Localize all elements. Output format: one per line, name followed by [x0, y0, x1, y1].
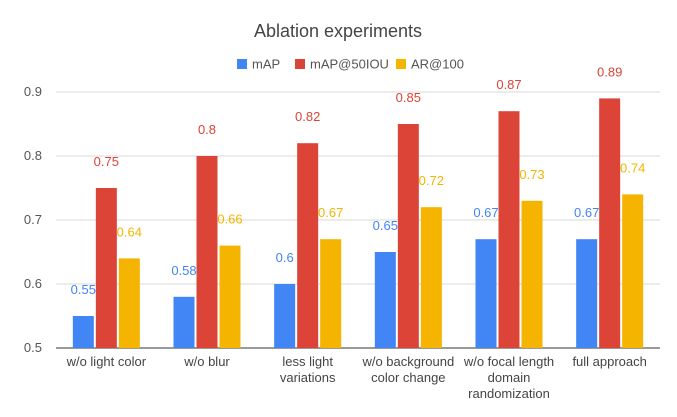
category-label: w/o focal length domain randomization	[463, 354, 554, 401]
bar	[420, 207, 442, 348]
bar	[475, 239, 497, 348]
bar	[374, 252, 396, 348]
bar	[219, 245, 241, 348]
category-label: w/o background color change	[361, 354, 454, 385]
bar	[397, 124, 419, 348]
legend-label: mAP	[252, 57, 280, 72]
data-label: 0.65	[373, 218, 398, 233]
bar	[173, 296, 195, 348]
y-tick-label: 0.8	[24, 148, 42, 163]
legend-label: mAP@50IOU	[310, 57, 389, 72]
data-label: 0.74	[620, 160, 645, 175]
bar	[498, 111, 520, 348]
category-label: less light variations	[280, 354, 336, 385]
data-label: 0.87	[496, 77, 521, 92]
legend: mAP mAP@50IOU AR@100	[237, 57, 464, 72]
data-label: 0.73	[519, 167, 544, 182]
bar	[72, 316, 94, 348]
data-label: 0.75	[94, 154, 119, 169]
legend-swatch	[295, 59, 305, 69]
category-label: full approach	[572, 354, 646, 369]
bar	[521, 200, 543, 348]
data-label: 0.6	[276, 250, 294, 265]
data-label: 0.8	[198, 122, 216, 137]
data-label: 0.67	[473, 205, 498, 220]
data-label: 0.58	[171, 263, 196, 278]
data-label: 0.55	[71, 282, 96, 297]
data-label: 0.67	[574, 205, 599, 220]
data-label: 0.85	[396, 90, 421, 105]
data-label: 0.89	[597, 64, 622, 79]
category-label: w/o light color	[66, 354, 147, 369]
y-tick-label: 0.6	[24, 276, 42, 291]
bar	[622, 194, 644, 348]
legend-label: AR@100	[411, 57, 464, 72]
data-label: 0.72	[419, 173, 444, 188]
bar	[320, 239, 342, 348]
y-tick-label: 0.5	[24, 340, 42, 355]
data-label: 0.64	[117, 224, 142, 239]
data-label: 0.67	[318, 205, 343, 220]
bar	[599, 98, 621, 349]
y-tick-label: 0.7	[24, 212, 42, 227]
bar	[196, 156, 218, 348]
category-label: w/o blur	[183, 354, 230, 369]
bar	[274, 284, 296, 348]
bars	[72, 98, 644, 349]
chart-title: Ablation experiments	[254, 21, 422, 41]
data-labels: 0.55 0.75 0.64 0.58 0.8 0.66 0.6 0.82 0.67 0.65 0.…	[71, 64, 646, 297]
bar	[576, 239, 598, 348]
legend-swatch	[396, 59, 406, 69]
category-labels: w/o light color w/o blur less light variati…	[66, 354, 647, 401]
data-label: 0.66	[217, 212, 242, 227]
bar	[118, 258, 140, 348]
gridlines: 0.5 0.6 0.7 0.8 0.9	[24, 84, 660, 355]
bar	[95, 188, 117, 348]
y-tick-label: 0.9	[24, 84, 42, 99]
legend-swatch	[237, 59, 247, 69]
bar	[297, 143, 319, 348]
data-label: 0.82	[295, 109, 320, 124]
